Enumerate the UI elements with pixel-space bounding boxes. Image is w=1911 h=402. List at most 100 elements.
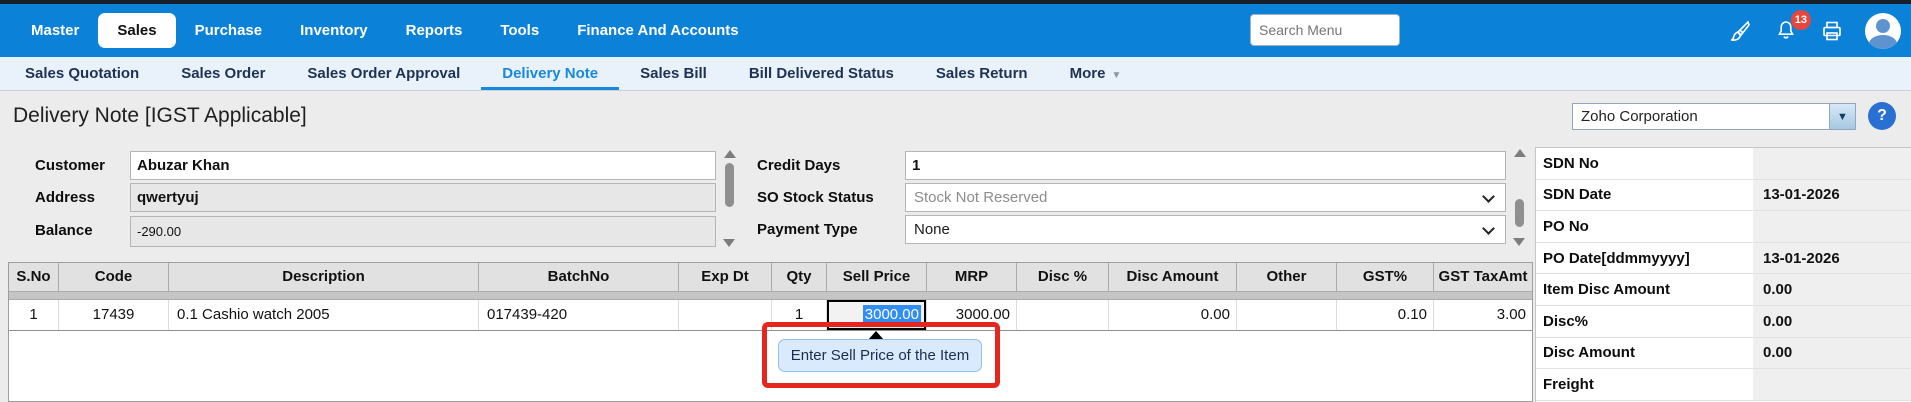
balance-label: Balance (35, 222, 93, 239)
cell-sno: 1 (9, 300, 59, 330)
sell-price-input[interactable]: 3000.00 (827, 300, 926, 330)
col-header-expdt: Exp Dt (679, 263, 772, 291)
panel-row-po-date: PO Date[ddmmyyyy] 13-01-2026 (1536, 242, 1911, 275)
panel-value (1753, 148, 1911, 179)
subnav-item-sales-bill[interactable]: Sales Bill (640, 65, 707, 82)
nav-item-inventory[interactable]: Inventory (300, 22, 368, 39)
company-dropdown-arrow-icon[interactable]: ▼ (1829, 104, 1855, 129)
panel-value: 0.00 (1753, 274, 1911, 305)
cell-expdt (679, 300, 772, 330)
panel-label: Disc% (1543, 312, 1589, 330)
cell-description: 0.1 Cashio watch 2005 (169, 300, 479, 330)
nav-item-purchase[interactable]: Purchase (194, 22, 263, 39)
address-field[interactable] (130, 183, 716, 212)
document-details-panel: SDN No SDN Date 13-01-2026 PO No PO Date… (1535, 147, 1911, 402)
subnav-item-sales-order[interactable]: Sales Order (181, 65, 266, 82)
more-label: More (1069, 65, 1106, 82)
credit-days-label: Credit Days (757, 157, 841, 174)
customer-label: Customer (35, 157, 106, 174)
table-separator-band (9, 291, 1532, 300)
page-title: Delivery Note [IGST Applicable] (13, 104, 307, 127)
panel-value: 0.00 (1753, 305, 1911, 337)
cell-disc-pct (1017, 300, 1109, 330)
cell-sell-price: 3000.00 (827, 300, 927, 330)
col-header-gst-taxamt: GST TaxAmt (1434, 263, 1532, 291)
col-header-qty: Qty (772, 263, 827, 291)
panel-label: Item Disc Amount (1543, 281, 1670, 299)
balance-field[interactable] (130, 216, 716, 247)
nav-item-sales[interactable]: Sales (98, 13, 176, 48)
col-header-sno: S.No (9, 263, 59, 291)
chevron-down-icon: ▼ (1111, 70, 1122, 81)
panel-value: 0.00 (1753, 337, 1911, 369)
subnav-item-sales-order-approval[interactable]: Sales Order Approval (307, 65, 461, 82)
col-header-disc-pct: Disc % (1017, 263, 1109, 291)
table-empty-area (9, 331, 1532, 401)
subnav-item-delivery-note[interactable]: Delivery Note (481, 57, 619, 90)
credit-days-field[interactable] (905, 151, 1506, 180)
col-header-mrp: MRP (927, 263, 1017, 291)
scroll-down-icon[interactable] (723, 239, 735, 247)
sell-price-selected-text: 3000.00 (862, 305, 921, 324)
help-icon[interactable]: ? (1868, 102, 1896, 130)
nav-item-tools[interactable]: Tools (500, 22, 540, 39)
paintbrush-icon[interactable] (1727, 18, 1753, 44)
search-menu-input[interactable] (1250, 14, 1400, 46)
notification-badge: 13 (1790, 9, 1811, 30)
right-form-scrollbar[interactable] (1511, 149, 1528, 246)
scrollbar-thumb[interactable] (1515, 199, 1524, 227)
scroll-up-icon[interactable] (723, 150, 736, 158)
payment-type-value: None (914, 221, 950, 238)
col-header-gst-pct: GST% (1337, 263, 1434, 291)
so-stock-status-value: Stock Not Reserved (914, 189, 1048, 206)
payment-type-select[interactable]: None (905, 215, 1506, 244)
nav-item-reports[interactable]: Reports (405, 22, 463, 39)
panel-label: Disc Amount (1543, 344, 1635, 362)
panel-row-sdn-date: SDN Date 13-01-2026 (1536, 179, 1911, 212)
cell-qty: 1 (772, 300, 827, 330)
payment-type-label: Payment Type (757, 221, 858, 238)
col-header-other: Other (1237, 263, 1337, 291)
delivery-note-content: Delivery Note [IGST Applicable] Zoho Cor… (0, 91, 1911, 402)
panel-value: 13-01-2026 (1753, 179, 1911, 211)
tooltip-caret-icon (868, 331, 884, 340)
panel-value: 13-01-2026 (1753, 242, 1911, 274)
bell-icon[interactable]: 13 (1773, 9, 1811, 44)
cell-gst-pct: 0.10 (1337, 300, 1434, 330)
panel-label: Freight (1543, 375, 1594, 393)
nav-item-finance-and-accounts[interactable]: Finance And Accounts (577, 22, 739, 39)
so-stock-status-label: SO Stock Status (757, 189, 874, 206)
top-dark-line (0, 0, 1911, 4)
panel-value (1753, 369, 1911, 400)
subnav-item-more[interactable]: More ▼ (1049, 57, 1143, 90)
sales-sub-navigation: Sales Quotation Sales Order Sales Order … (0, 57, 1911, 91)
panel-row-disc-pct: Disc% 0.00 (1536, 305, 1911, 338)
sell-price-tooltip: Enter Sell Price of the Item (778, 339, 982, 372)
cell-batchno: 017439-420 (479, 300, 679, 330)
top-navigation-bar: Master Sales Purchase Inventory Reports … (0, 4, 1911, 57)
subnav-item-sales-return[interactable]: Sales Return (935, 65, 1028, 82)
company-selector-value: Zoho Corporation (1581, 108, 1698, 125)
cell-mrp: 3000.00 (927, 300, 1017, 330)
so-stock-status-select[interactable]: Stock Not Reserved (905, 183, 1506, 212)
left-form-scrollbar[interactable] (721, 150, 738, 247)
panel-row-item-disc-amount: Item Disc Amount 0.00 (1536, 274, 1911, 306)
col-header-sell-price: Sell Price (827, 263, 927, 291)
panel-label: SDN Date (1543, 186, 1612, 204)
company-selector[interactable]: Zoho Corporation ▼ (1572, 103, 1856, 130)
scroll-down-icon[interactable] (1513, 238, 1525, 246)
items-table: S.No Code Description BatchNo Exp Dt Qty… (8, 262, 1533, 402)
table-row[interactable]: 1 17439 0.1 Cashio watch 2005 017439-420… (9, 300, 1532, 331)
nav-item-master[interactable]: Master (31, 22, 80, 39)
customer-field[interactable] (130, 151, 716, 180)
subnav-item-sales-quotation[interactable]: Sales Quotation (25, 65, 140, 82)
scrollbar-thumb[interactable] (725, 163, 734, 207)
cell-other (1237, 300, 1337, 330)
printer-icon[interactable] (1819, 18, 1845, 44)
cell-code: 17439 (59, 300, 169, 330)
subnav-item-bill-delivered-status[interactable]: Bill Delivered Status (748, 65, 894, 82)
panel-label: SDN No (1543, 154, 1599, 172)
panel-label: PO No (1543, 217, 1589, 235)
scroll-up-icon[interactable] (1513, 149, 1526, 157)
user-avatar[interactable] (1865, 12, 1901, 49)
